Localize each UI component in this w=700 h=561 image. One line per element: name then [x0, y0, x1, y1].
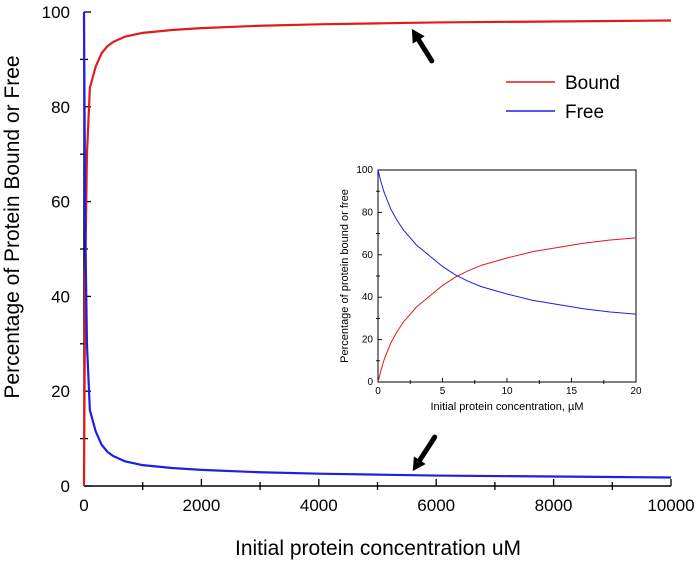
- inset-y-tick-label: 40: [362, 292, 374, 303]
- inset-x-tick-label: 0: [375, 386, 381, 397]
- inset-series-lines: [377, 169, 637, 383]
- main-x-tick-label: 4000: [300, 496, 338, 515]
- legend-label-bound: Bound: [565, 73, 620, 94]
- main-x-tick-label: 0: [79, 496, 88, 515]
- inset-series-free: [377, 169, 637, 315]
- main-x-tick-label: 8000: [535, 496, 573, 515]
- main-x-axis-title: Initial protein concentration uM: [235, 537, 521, 560]
- main-x-tick-label: 10000: [647, 496, 694, 515]
- main-y-tick-label: 20: [51, 382, 70, 401]
- main-y-axis-title: Percentage of Protein Bound or Free: [1, 55, 24, 398]
- main-y-tick-label: 80: [51, 98, 70, 117]
- inset-series-bound: [377, 237, 637, 383]
- main-y-tick-label: 100: [42, 3, 70, 22]
- inset-ticks: 0 5 10 15 20 0 20 40 60 80 100: [356, 165, 642, 397]
- legend: Bound Free: [506, 73, 620, 123]
- inset-frame: [377, 169, 637, 383]
- inset-y-tick-label: 100: [356, 165, 373, 176]
- main-series-bound: [82, 19, 672, 487]
- main-y-tick-label: 60: [51, 193, 70, 212]
- inset-chart: 0 5 10 15 20 0 20 40 60 80 100 Initial protein con…: [339, 165, 642, 413]
- inset-x-axis-title: Initial protein concentration, µM: [430, 401, 583, 413]
- inset-x-tick-label: 5: [440, 386, 446, 397]
- main-x-tick-label: 2000: [182, 496, 220, 515]
- main-x-tick-label: 6000: [417, 496, 455, 515]
- inset-y-tick-label: 60: [362, 250, 374, 261]
- arrow-bound-shaft: [416, 37, 435, 64]
- inset-y-tick-label: 0: [367, 377, 373, 388]
- inset-y-tick-label: 20: [362, 335, 374, 346]
- inset-y-tick-label: 80: [362, 207, 374, 218]
- arrow-free-head: [412, 456, 426, 472]
- arrow-bound-head: [411, 28, 425, 44]
- legend-label-free: Free: [565, 102, 604, 123]
- main-y-tick-label: 40: [51, 287, 70, 306]
- main-series-free: [82, 11, 672, 479]
- inset-x-tick-label: 15: [566, 386, 578, 397]
- main-annotation-arrows: [411, 28, 438, 472]
- main-y-tick-label: 0: [61, 477, 70, 496]
- inset-x-tick-label: 20: [630, 386, 642, 397]
- arrow-free-shaft: [417, 434, 438, 463]
- main-series-lines: [82, 11, 672, 487]
- inset-y-axis-title: Percentage of protein bound or free: [339, 189, 351, 363]
- inset-x-tick-label: 10: [501, 386, 513, 397]
